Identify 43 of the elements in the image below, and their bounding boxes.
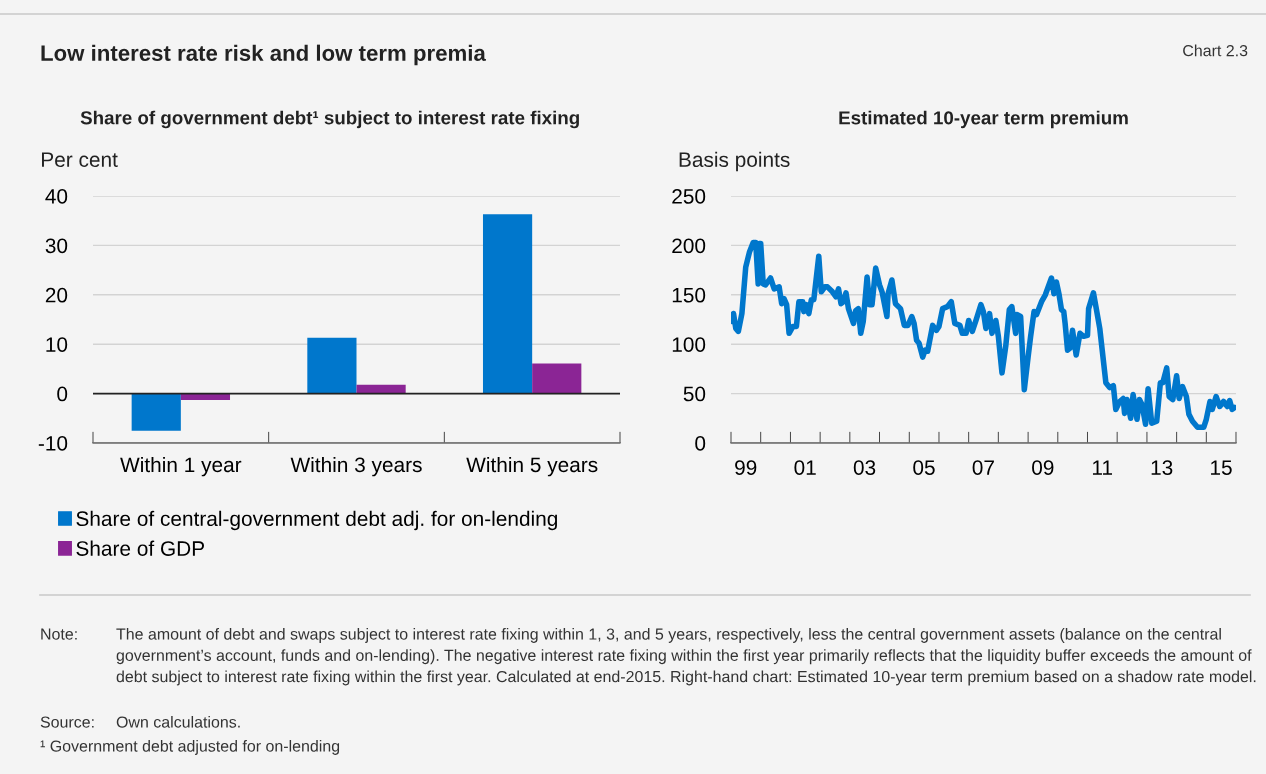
legend-label: Share of central-government debt adj. for on-lending <box>76 510 557 531</box>
legend-label: Share of GDP <box>76 540 205 556</box>
text: Note: <box>41 628 77 640</box>
y-axis-title: Basis points <box>679 151 790 172</box>
bar <box>307 337 357 394</box>
y-tick-label: 0 <box>57 386 68 402</box>
text: ¹ Government debt adjusted for on-lending <box>40 740 340 755</box>
y-tick-label: 150 <box>672 287 706 303</box>
y-tick-label: 100 <box>672 337 706 352</box>
y-tick-label: 40 <box>45 189 68 204</box>
x-tick-label: 07 <box>972 460 994 475</box>
x-tick-label: 13 <box>1151 460 1173 475</box>
x-tick-label: Within 3 years <box>290 456 422 477</box>
x-tick-label: 09 <box>1032 460 1054 475</box>
x-tick-label: 99 <box>735 460 757 475</box>
source-note: Source: <box>40 716 94 728</box>
y-tick-label: 50 <box>683 386 706 402</box>
y-axis-title: Per cent <box>42 152 118 168</box>
y-tick-label: 250 <box>672 189 706 204</box>
x-tick-label: 01 <box>794 460 816 475</box>
chart-title: Share of government debt¹ subject to interest rate fixing <box>80 110 579 129</box>
x-tick-label: 05 <box>913 460 935 475</box>
y-tick-label: 20 <box>45 287 68 303</box>
x-tick-label: Within 1 year <box>120 456 242 477</box>
x-tick-label: 11 <box>1092 460 1113 475</box>
y-tick-label: 0 <box>695 436 706 451</box>
bar <box>180 393 231 401</box>
bar <box>532 363 582 394</box>
y-tick-label: 200 <box>672 238 706 254</box>
chart-title: Estimated 10-year term premium <box>839 110 1128 129</box>
bar <box>482 214 533 394</box>
text: Chart 2.3 <box>1183 44 1248 57</box>
bar <box>356 384 406 394</box>
x-tick-label: 15 <box>1211 460 1232 475</box>
text: The amount of debt and swaps subject to interest rate fixing within 1, 3, and 5 years, respectively, less the central government assets (balance on the central government’s account, funds and on-lending). The negative interest rate fixing within the first year primarily reflects that the liquidity buffer exceeds the amount of debt subject to interest rate fixing within the first year. Calculated at end-2015. Right-hand chart: Estimated 10-year term premium based on a shadow rate model. <box>116 628 1256 686</box>
text: Own calculations. <box>116 716 240 728</box>
y-tick-label: -10 <box>38 436 68 451</box>
y-tick-label: 10 <box>46 337 68 352</box>
bar <box>131 393 181 431</box>
text: Low interest rate risk and low term premia <box>41 44 486 66</box>
x-tick-label: Within 5 years <box>466 456 598 477</box>
y-tick-label: 30 <box>45 238 68 254</box>
x-tick-label: 03 <box>853 460 876 475</box>
